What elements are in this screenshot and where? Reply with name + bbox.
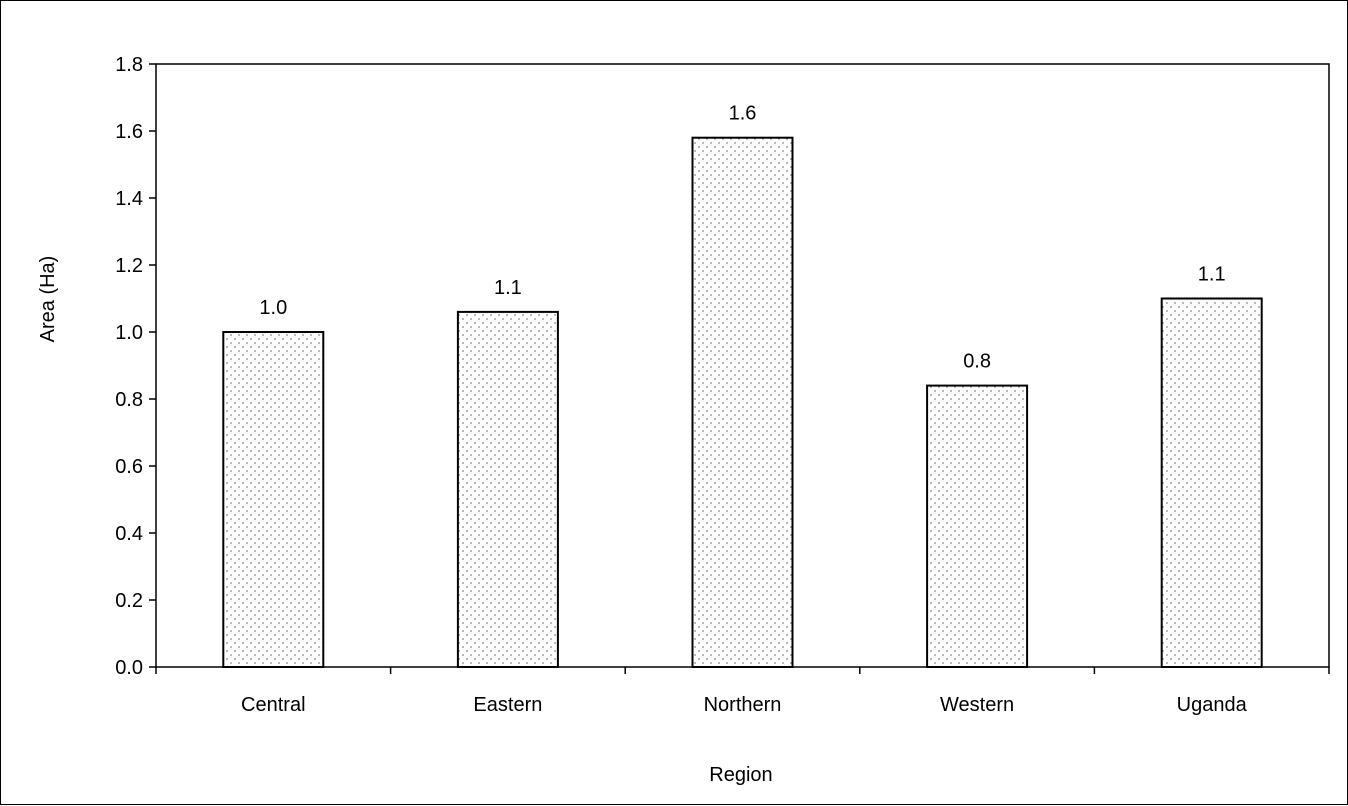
y-tick-label: 1.4 (115, 188, 143, 210)
y-tick-label: 1.8 (115, 54, 143, 76)
bar (691, 136, 794, 668)
y-axis-title: Area (Ha) (37, 256, 59, 343)
x-tick-label: Uganda (1177, 694, 1248, 716)
x-tick-label: Western (940, 694, 1014, 716)
x-tick-label: Northern (704, 694, 782, 716)
x-tick-label: Eastern (473, 694, 542, 716)
y-tick-label: 1.6 (115, 121, 143, 143)
bar (926, 384, 1029, 668)
y-tick-label: 0.4 (115, 523, 143, 545)
bar (456, 310, 559, 668)
y-tick-label: 0.8 (115, 389, 143, 411)
y-tick-label: 0.2 (115, 590, 143, 612)
data-label: 1.0 (259, 297, 287, 319)
bar (1160, 297, 1263, 668)
data-label: 1.1 (1198, 264, 1226, 286)
plot-area: 0.0 0.2 0.4 0.6 0.8 1.0 1.2 1.4 1.6 1.8 1.0 Central… (115, 54, 1330, 716)
data-label: 1.6 (729, 103, 757, 125)
y-tick-label: 1.2 (115, 255, 143, 277)
y-tick-label: 0.6 (115, 456, 143, 478)
data-label: 0.8 (963, 351, 991, 373)
x-axis-title: Region (709, 764, 772, 786)
x-tick-label: Central (241, 694, 305, 716)
bar (222, 331, 325, 668)
y-tick-label: 1.0 (115, 322, 143, 344)
data-label: 1.1 (494, 277, 522, 299)
y-tick-label: 0.0 (115, 657, 143, 679)
